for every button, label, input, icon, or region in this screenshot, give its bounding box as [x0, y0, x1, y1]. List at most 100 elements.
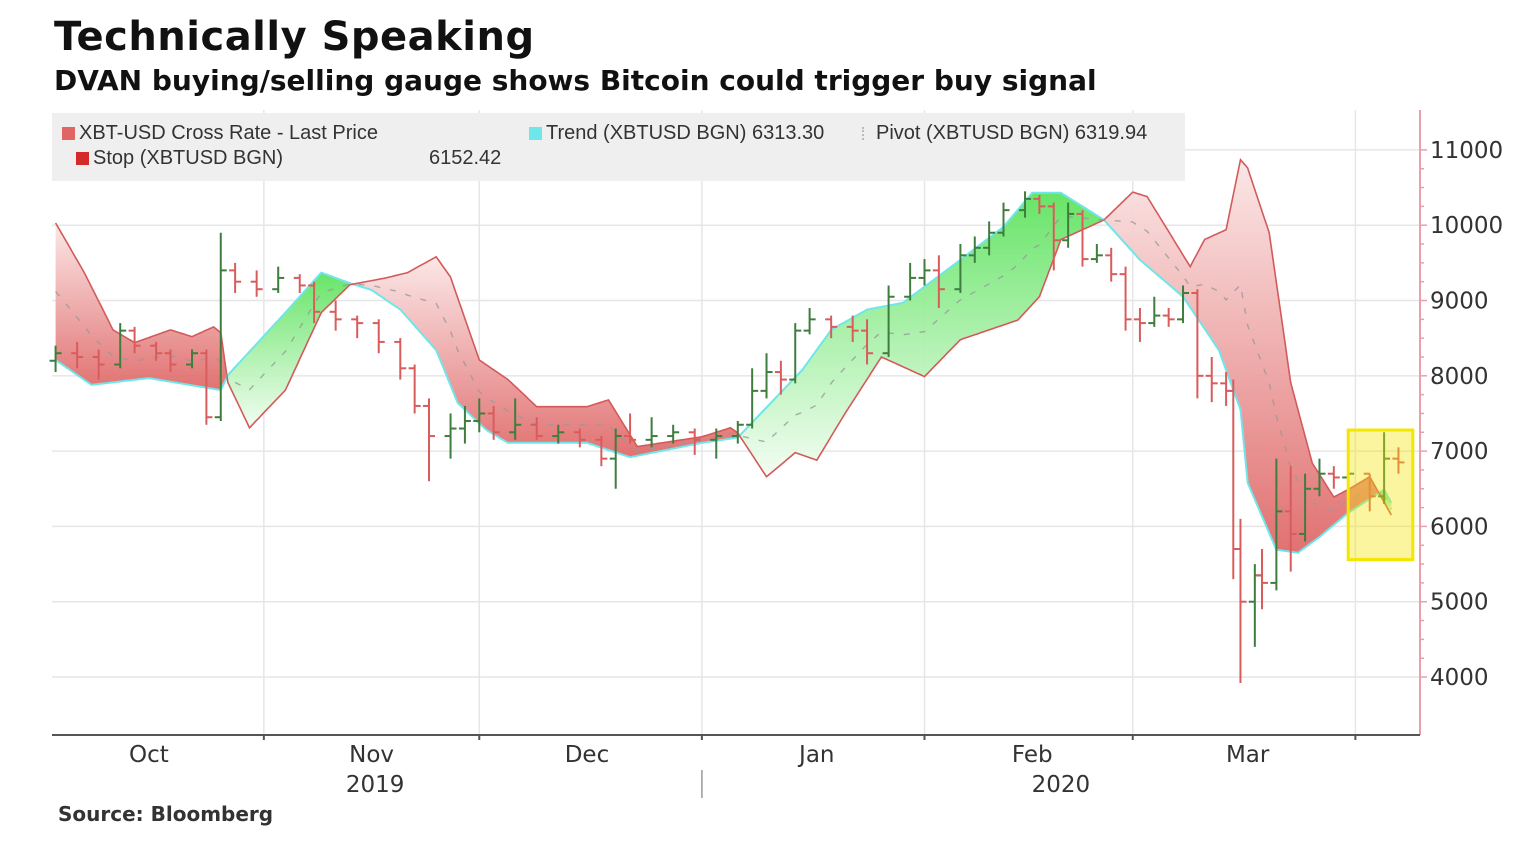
price-bar — [229, 262, 242, 293]
price-bar — [983, 221, 996, 256]
y-tick-label: 7000 — [1430, 439, 1489, 465]
price-bar — [1392, 447, 1405, 474]
price-bar — [408, 364, 421, 414]
price-bar — [1119, 266, 1132, 331]
price-bar — [1299, 473, 1312, 542]
price-bar — [1177, 285, 1190, 324]
price-bar — [1047, 202, 1060, 271]
y-tick-label: 11000 — [1430, 138, 1503, 164]
price-bar — [1256, 549, 1269, 610]
price-bar — [250, 270, 263, 297]
price-bar — [509, 398, 522, 440]
chart-title: Technically Speaking — [54, 14, 535, 60]
y-tick-label: 10000 — [1430, 213, 1503, 239]
indicator-lines — [54, 157, 1393, 554]
price-bar — [293, 274, 306, 293]
x-tick-label: Mar — [1226, 742, 1270, 768]
price-bar — [803, 308, 816, 335]
price-bar — [932, 255, 945, 309]
price-bar — [1090, 244, 1103, 263]
x-tick-label: Oct — [129, 742, 169, 768]
price-bar — [1019, 191, 1032, 218]
price-bar — [530, 417, 543, 440]
x-year-label: 2020 — [1032, 772, 1091, 798]
price-bar — [487, 405, 500, 440]
price-bar — [746, 368, 759, 429]
price-bar — [329, 300, 342, 331]
price-bar — [954, 244, 967, 293]
price-bar — [861, 319, 874, 365]
price-bar — [595, 436, 608, 467]
legend-item-stop: Stop (XBTUSD BGN) — [76, 147, 283, 170]
price-bar — [164, 349, 177, 373]
price-bar — [1076, 210, 1089, 267]
source-note: Source: Bloomberg — [58, 802, 274, 826]
price-bar — [774, 360, 787, 395]
price-bar — [1105, 247, 1118, 282]
price-bar — [645, 417, 658, 448]
price-bar — [825, 315, 838, 339]
price-bar — [968, 236, 981, 263]
legend-item-pivot: Pivot (XBTUSD BGN) 6319.94 — [862, 122, 1147, 145]
legend-swatch-pivot — [862, 127, 872, 140]
legend-value: 6319.94 — [1074, 122, 1148, 144]
price-bar — [458, 405, 471, 444]
price-bar — [1205, 356, 1218, 403]
price-bar — [150, 341, 163, 361]
price-bar — [1033, 195, 1046, 214]
price-bar — [1378, 432, 1391, 504]
sell-band — [55, 222, 228, 391]
x-tick-label: Feb — [1012, 742, 1053, 768]
x-tick-label: Dec — [565, 742, 610, 768]
grid-lines — [52, 110, 1420, 735]
legend-label: Trend (XBTUSD BGN) — [546, 122, 747, 144]
chart-subtitle: DVAN buying/selling gauge shows Bitcoin … — [54, 64, 1097, 97]
price-bar — [1363, 472, 1376, 512]
y-tick-label: 4000 — [1430, 665, 1489, 691]
dvan-bands — [55, 159, 1392, 553]
price-bar — [904, 262, 917, 301]
price-bar — [200, 349, 213, 425]
price-bar — [49, 345, 62, 373]
sell-band — [1104, 159, 1381, 553]
axes: 4000 5000 6000 7000 8000 9000 10000 11000 Oct Nov… — [52, 110, 1503, 798]
y-tick-label: 9000 — [1430, 289, 1489, 315]
price-bar — [609, 428, 622, 489]
legend-label: Pivot (XBTUSD BGN) — [876, 122, 1070, 144]
price-bar — [688, 428, 701, 455]
price-bar — [1313, 458, 1326, 497]
price-bars — [49, 191, 1405, 684]
legend-item-trend: Trend (XBTUSD BGN) 6313.30 — [529, 122, 824, 145]
legend: XBT-USD Cross Rate - Last Price Trend (X… — [52, 113, 1185, 181]
price-bar — [473, 398, 486, 433]
x-tick-label: Jan — [797, 742, 834, 768]
legend-label: Stop (XBTUSD BGN) — [93, 147, 284, 169]
buy-band — [739, 192, 1105, 477]
price-bar — [444, 413, 457, 459]
buy-band — [227, 272, 354, 428]
price-bar — [214, 232, 227, 421]
price-bar — [372, 319, 385, 354]
y-tick-label: 5000 — [1430, 590, 1489, 616]
legend-label: XBT-USD Cross Rate - Last Price — [79, 122, 378, 144]
price-bar — [1133, 308, 1146, 342]
highlight-rectangle — [1346, 428, 1415, 562]
price-bar — [710, 428, 723, 459]
legend-swatch-stop — [76, 152, 89, 165]
price-bar — [1327, 466, 1340, 489]
price-bar — [573, 428, 586, 448]
price-bar — [394, 338, 407, 380]
price-bar — [882, 285, 895, 357]
price-bar — [351, 315, 364, 339]
legend-value-stop: 6152.42 — [429, 147, 502, 169]
price-bar — [552, 424, 565, 444]
price-bar — [186, 349, 199, 369]
price-bar — [667, 424, 680, 444]
price-bar — [1284, 466, 1297, 572]
price-bar — [128, 326, 141, 354]
legend-value: 6313.30 — [751, 122, 825, 144]
y-tick-label: 6000 — [1430, 514, 1489, 540]
price-bar — [846, 315, 859, 342]
price-bar — [114, 323, 127, 369]
